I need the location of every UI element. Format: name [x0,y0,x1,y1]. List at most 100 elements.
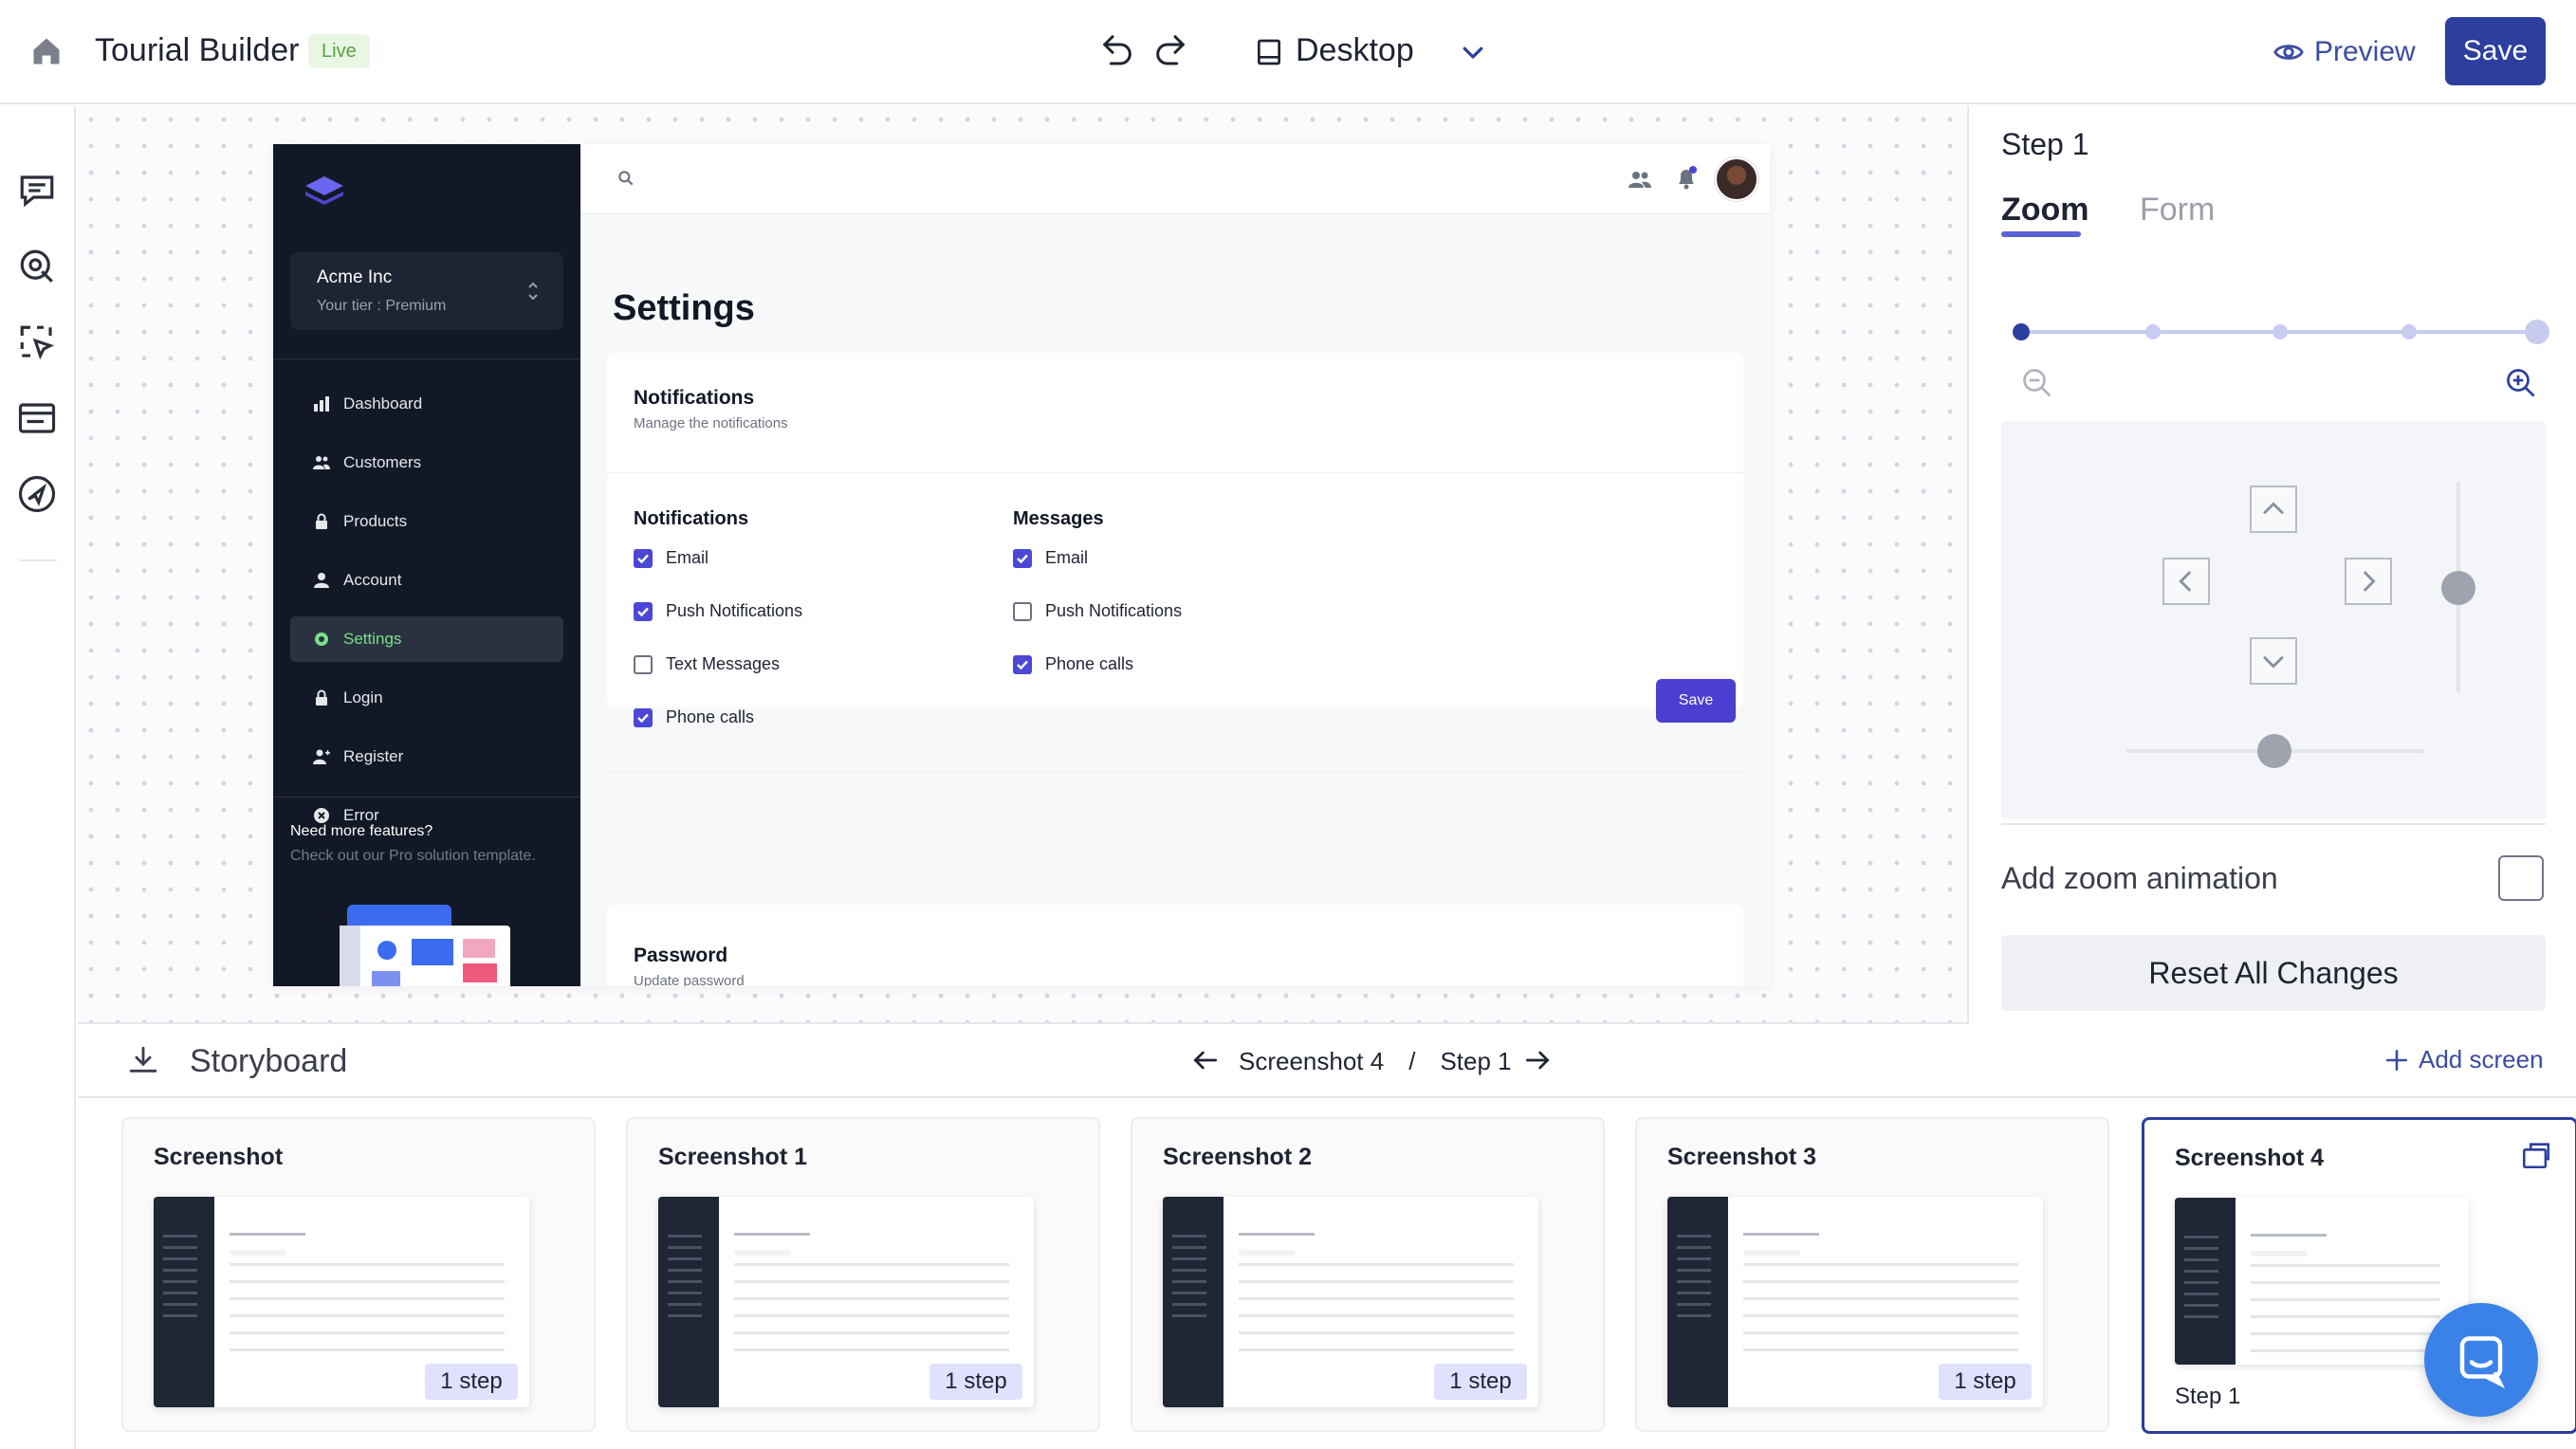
checkbox-label: Phone calls [666,707,755,726]
sidebar-item-customers[interactable]: Customers [290,440,563,486]
arrow-left-icon[interactable] [1189,1045,1222,1075]
card-title: Screenshot 3 [1667,1144,1817,1170]
redo-icon[interactable] [1151,30,1189,68]
card-subtitle: Update password [634,973,745,986]
checkbox-checked[interactable] [634,707,653,727]
checkbox-unchecked[interactable] [634,654,653,674]
users-icon[interactable] [1628,169,1652,190]
select-region-icon[interactable] [17,322,57,362]
sidebar-item-label: Login [343,688,383,706]
org-name: Acme Inc [317,267,393,287]
editor-canvas[interactable]: Acme Inc Your tier : Premium Dashboard Cu… [78,106,1969,1024]
step-count-badge: 1 step [425,1364,518,1400]
sidebar-item-error[interactable]: Error [290,793,563,838]
storyboard-card[interactable]: Screenshot 1 1 step [626,1117,1100,1432]
hotspot-icon[interactable] [17,247,57,286]
error-icon [313,807,330,824]
sidebar-item-dashboard[interactable]: Dashboard [290,381,563,427]
customers-icon [313,454,330,471]
settings-icon [313,631,330,648]
card-subtitle: Manage the notifications [634,415,788,431]
tab-zoom[interactable]: Zoom [2001,192,2089,228]
card-title: Notifications [634,387,755,409]
zoom-out-icon[interactable] [2020,366,2054,400]
mock-content: Settings Notifications Manage the notifi… [580,214,1770,986]
checkbox-checked[interactable] [634,601,653,621]
breadcrumb-step: Step 1 [1440,1047,1512,1075]
sidebar-item-register[interactable]: Register [290,734,563,780]
zoom-level-dot[interactable] [2145,324,2161,339]
pan-left-button[interactable] [2162,558,2210,605]
logo-icon [305,176,343,205]
checkbox-checked[interactable] [634,548,653,568]
bell-icon[interactable] [1675,165,1698,192]
avatar[interactable] [1715,157,1758,201]
storyboard-card[interactable]: Screenshot 1 step [121,1117,596,1432]
checkbox-row[interactable]: Email [634,548,708,568]
zoom-level-dot[interactable] [2013,323,2030,340]
sidebar-item-settings[interactable]: Settings [290,616,563,662]
chevron-down-icon[interactable] [1459,38,1487,66]
screen-thumbnail[interactable] [2175,1198,2469,1365]
zoom-level-dot[interactable] [2525,320,2549,344]
card-icon[interactable] [17,398,57,438]
checkbox-row[interactable]: Push Notifications [1013,601,1182,621]
checkbox-row[interactable]: Push Notifications [634,601,802,621]
undo-icon[interactable] [1098,30,1136,68]
storyboard-card[interactable]: Screenshot 2 1 step [1131,1117,1605,1432]
arrow-right-icon[interactable] [1521,1045,1554,1075]
chevron-right-icon [2363,571,2376,592]
add-zoom-animation-checkbox[interactable] [2498,855,2544,901]
checkbox-unchecked[interactable] [1013,601,1032,621]
storyboard-card[interactable]: Screenshot 3 1 step [1635,1117,2109,1432]
desktop-icon[interactable] [1254,36,1284,68]
checkbox-checked[interactable] [1013,654,1032,674]
step-settings-panel: Step 1 Zoom Form Add zoom animation Rese… [1971,106,2576,1024]
chat-launcher-button[interactable] [2424,1303,2538,1417]
sidebar-item-products[interactable]: Products [290,499,563,544]
reset-all-changes-button[interactable]: Reset All Changes [2001,935,2546,1011]
org-selector[interactable]: Acme Inc Your tier : Premium [290,252,563,330]
pan-down-button[interactable] [2250,637,2297,685]
sidebar-item-login[interactable]: Login [290,675,563,721]
checkbox-checked[interactable] [1013,548,1032,568]
checkbox-row[interactable]: Email [1013,548,1088,568]
checkbox-row[interactable]: Text Messages [634,654,780,674]
home-icon[interactable] [28,34,64,68]
search-icon[interactable] [616,169,635,188]
screenshot-preview[interactable]: Acme Inc Your tier : Premium Dashboard Cu… [273,144,1770,986]
vertical-pan-knob[interactable] [2441,571,2475,605]
sidebar-item-label: Products [343,512,408,530]
navigation-icon[interactable] [17,474,57,514]
screen-thumbnail[interactable] [154,1197,529,1407]
page-title: Settings [613,288,755,328]
horizontal-pan-knob[interactable] [2257,734,2291,768]
eye-icon [2273,45,2304,60]
step-count-badge: 1 step [1939,1364,2032,1400]
pan-up-button[interactable] [2250,486,2297,533]
duplicate-icon[interactable] [2520,1139,2552,1171]
org-tier: Your tier : Premium [317,298,447,314]
mock-save-button[interactable]: Save [1656,679,1736,723]
preview-button[interactable]: Preview [2272,36,2416,68]
notifications-card: Notifications Manage the notifications N… [607,353,1743,773]
zoom-in-icon[interactable] [2504,366,2538,400]
sidebar-item-account[interactable]: Account [290,558,563,603]
storyboard-header: Storyboard Screenshot 4 / Step 1 Add scr… [78,1026,2576,1098]
zoom-level-dot[interactable] [2401,324,2417,339]
add-screen-button[interactable]: Add screen [2384,1045,2544,1074]
device-selector[interactable]: Desktop [1296,32,1414,68]
checkbox-row[interactable]: Phone calls [1013,654,1133,674]
pan-right-button[interactable] [2345,558,2392,605]
left-toolbar [0,106,76,1449]
checkbox-row[interactable]: Phone calls [634,707,754,727]
sidebar-item-label: Dashboard [343,394,423,413]
comment-icon[interactable] [17,171,57,211]
tab-form[interactable]: Form [2140,192,2216,228]
pan-control[interactable] [2001,421,2546,819]
save-button[interactable]: Save [2445,17,2546,85]
zoom-level-dot[interactable] [2272,324,2288,339]
checkbox-label: Text Messages [666,654,781,673]
breadcrumb: Screenshot 4 / Step 1 [1239,1047,1512,1076]
download-icon[interactable] [127,1043,159,1077]
